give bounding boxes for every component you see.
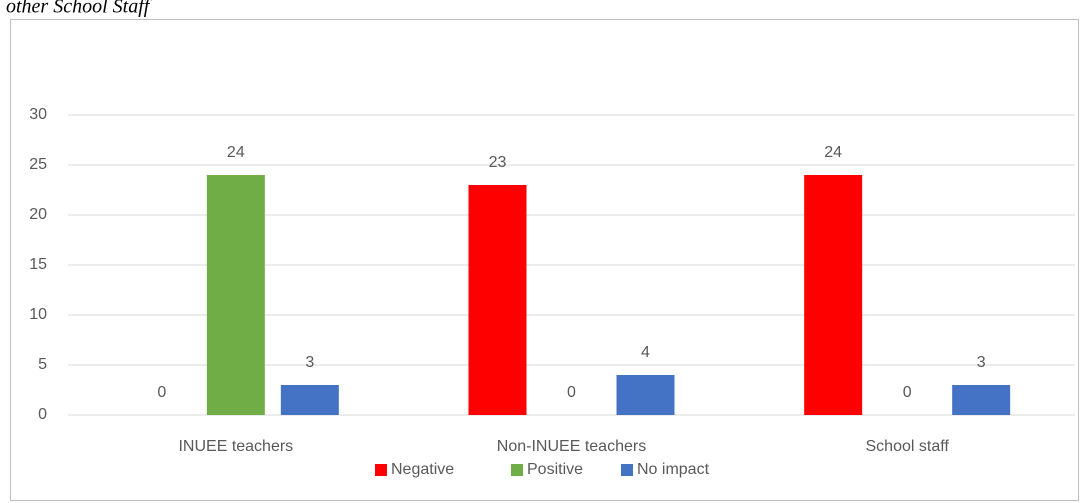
data-label: 0 <box>157 384 166 401</box>
bar <box>280 385 339 415</box>
data-label: 3 <box>977 354 986 371</box>
bar <box>616 375 675 415</box>
y-tick-label: 5 <box>38 356 47 373</box>
y-tick-label: 30 <box>29 106 47 123</box>
legend-swatch <box>621 464 633 476</box>
bar <box>468 185 527 415</box>
data-label: 3 <box>305 354 314 371</box>
y-tick-label: 15 <box>29 256 47 273</box>
legend-label: No impact <box>637 461 710 478</box>
y-tick-label: 10 <box>29 306 47 323</box>
bar <box>804 175 863 415</box>
legend-swatch <box>375 464 387 476</box>
data-label: 0 <box>903 384 912 401</box>
y-tick-label: 25 <box>29 156 47 173</box>
x-tick-label: School staff <box>866 438 950 455</box>
legend-label: Positive <box>527 461 583 478</box>
data-label: 23 <box>489 154 507 171</box>
bar <box>952 385 1011 415</box>
chart-frame <box>10 19 1079 501</box>
legend-swatch <box>511 464 523 476</box>
data-label: 0 <box>567 384 576 401</box>
y-tick-label: 20 <box>29 206 47 223</box>
data-label: 24 <box>227 144 245 161</box>
x-tick-label: INUEE teachers <box>178 438 293 455</box>
legend-label: Negative <box>391 461 454 478</box>
x-tick-label: Non-INUEE teachers <box>497 438 646 455</box>
y-tick-label: 0 <box>38 406 47 423</box>
data-label: 24 <box>824 144 842 161</box>
chart-title: other School Staff <box>6 0 152 18</box>
data-label: 4 <box>641 344 650 361</box>
bar <box>206 175 265 415</box>
